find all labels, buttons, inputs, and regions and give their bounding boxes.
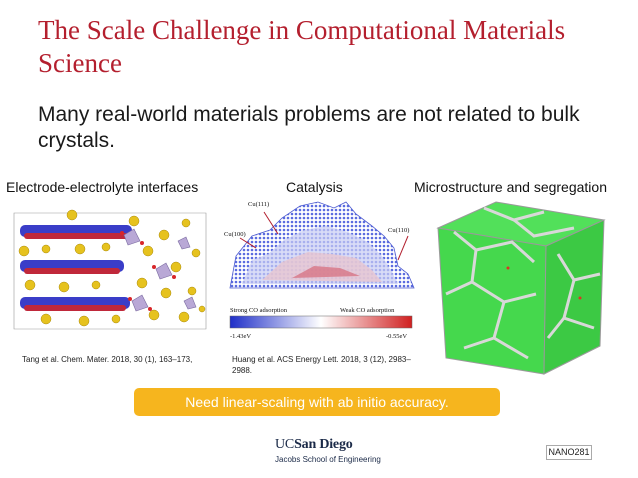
colorbar-left-label: Strong CO adsorption [230, 307, 288, 314]
ucsd-logo: UCSan Diego [275, 437, 353, 453]
facet-label-110: Cu(110) [388, 227, 409, 234]
microstructure-image [424, 198, 614, 376]
facet-label-111: Cu(111) [248, 201, 269, 208]
slide-title: The Scale Challenge in Computational Mat… [38, 15, 566, 78]
catalysis-image: Cu(111) Cu(100) Cu(110) Strong CO adsorp… [222, 196, 422, 372]
jacobs-school-label: Jacobs School of Engineering [275, 455, 381, 464]
electrode-label: Electrode-electrolyte interfaces [6, 179, 199, 195]
ucsd-logo-uc: UC [275, 437, 295, 452]
course-code: NANO281 [546, 445, 592, 460]
bullet-text: Many real-world materials problems are n… [38, 103, 580, 152]
linear-scaling-callout: Need linear-scaling with ab initio accur… [134, 388, 500, 416]
colorbar-right-label: Weak CO adsorption [340, 307, 395, 314]
electrode-image [6, 205, 214, 335]
electrode-citation: Tang et al. Chem. Mater. 2018, 30 (1), 1… [22, 355, 193, 364]
energy-min-label: -1.43eV [230, 333, 251, 340]
catalysis-label: Catalysis [286, 179, 343, 195]
electrode-layer-middle [20, 260, 124, 274]
energy-max-label: -0.55eV [386, 333, 407, 340]
ucsd-logo-name: San Diego [294, 437, 353, 452]
facet-label-100: Cu(100) [224, 231, 246, 238]
adsorption-colorbar [229, 315, 413, 329]
microstructure-label: Microstructure and segregation [414, 179, 607, 195]
cube-front-face [437, 227, 547, 375]
cube-side-face [543, 219, 605, 375]
electrode-layer-bottom [20, 297, 130, 311]
catalysis-citation: Huang et al. ACS Energy Lett. 2018, 3 (1… [232, 355, 411, 375]
electrode-layer-top [20, 225, 132, 239]
